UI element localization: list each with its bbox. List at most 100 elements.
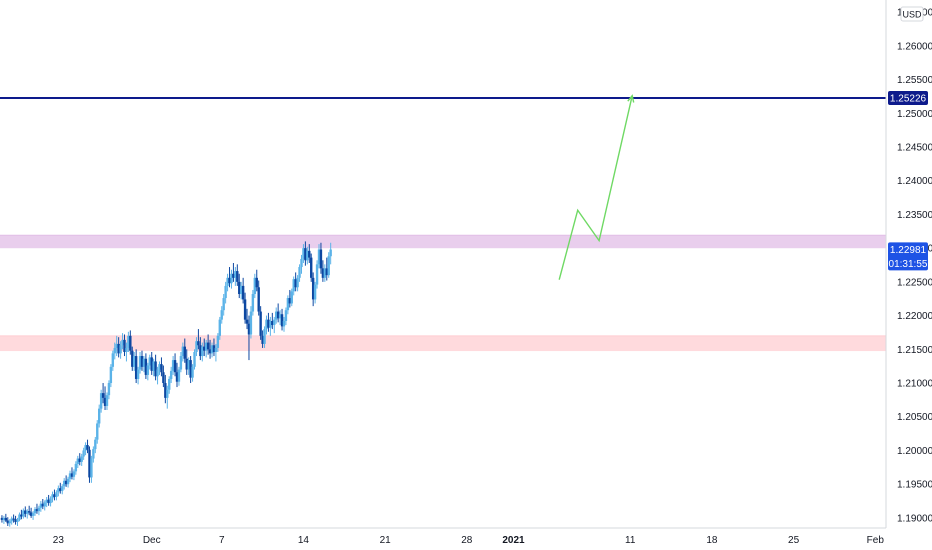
candle-body[interactable]	[109, 366, 113, 384]
candle-body[interactable]	[193, 352, 196, 367]
candle-body[interactable]	[70, 473, 74, 477]
candle-body[interactable]	[265, 319, 268, 330]
candle-body[interactable]	[37, 507, 41, 512]
candle-body[interactable]	[111, 353, 115, 367]
candle-body[interactable]	[304, 248, 307, 261]
candle-body[interactable]	[310, 257, 313, 278]
candle-body[interactable]	[175, 372, 179, 382]
candle-body[interactable]	[282, 320, 286, 327]
candle-body[interactable]	[241, 285, 245, 300]
candle-body[interactable]	[84, 445, 87, 451]
candle-body[interactable]	[152, 361, 155, 371]
candle-body[interactable]	[154, 361, 157, 377]
candle-body[interactable]	[18, 514, 21, 520]
candle-body[interactable]	[12, 518, 15, 520]
candle-body[interactable]	[271, 320, 274, 326]
candle-body[interactable]	[218, 319, 221, 336]
candle-body[interactable]	[53, 494, 56, 497]
candle-body[interactable]	[284, 310, 288, 321]
candle-body[interactable]	[144, 358, 148, 375]
candle-body[interactable]	[294, 279, 297, 288]
candle-body[interactable]	[239, 285, 243, 295]
candle-body[interactable]	[8, 521, 11, 524]
candle-body[interactable]	[249, 311, 253, 335]
candle-body[interactable]	[168, 378, 171, 390]
candle-body[interactable]	[169, 370, 173, 379]
candle-body[interactable]	[99, 393, 103, 409]
candle-body[interactable]	[220, 310, 223, 320]
candle-body[interactable]	[125, 347, 128, 352]
candle-body[interactable]	[74, 463, 78, 472]
candle-body[interactable]	[308, 250, 311, 258]
candle-body[interactable]	[88, 449, 91, 478]
currency-label[interactable]: USD	[900, 6, 924, 22]
support-zone[interactable]	[0, 335, 886, 352]
candle-body[interactable]	[230, 273, 233, 284]
candle-body[interactable]	[255, 277, 258, 288]
candle-body[interactable]	[35, 509, 39, 512]
candle-body[interactable]	[191, 366, 194, 378]
candle-body[interactable]	[156, 369, 159, 377]
candle-body[interactable]	[166, 389, 169, 398]
candle-body[interactable]	[57, 488, 60, 493]
candle-body[interactable]	[78, 458, 81, 462]
candle-body[interactable]	[243, 299, 247, 320]
candle-body[interactable]	[22, 510, 25, 517]
candle-body[interactable]	[197, 341, 200, 346]
candle-body[interactable]	[275, 311, 278, 320]
candle-body[interactable]	[27, 511, 31, 513]
candle-body[interactable]	[76, 458, 80, 464]
candle-body[interactable]	[92, 449, 95, 459]
candle-body[interactable]	[133, 356, 136, 367]
candle-body[interactable]	[195, 341, 198, 352]
candle-body[interactable]	[164, 383, 167, 398]
candle-body[interactable]	[298, 267, 301, 278]
candle-body[interactable]	[226, 277, 229, 286]
candle-body[interactable]	[146, 365, 150, 375]
candle-body[interactable]	[24, 510, 27, 514]
candle-body[interactable]	[51, 494, 54, 499]
candle-body[interactable]	[113, 347, 116, 354]
candle-body[interactable]	[290, 291, 293, 304]
candle-body[interactable]	[296, 277, 299, 288]
candle-body[interactable]	[273, 319, 276, 326]
candle-body[interactable]	[134, 356, 138, 379]
candle-body[interactable]	[313, 284, 317, 300]
candle-body[interactable]	[142, 358, 146, 367]
candle-body[interactable]	[2, 517, 6, 520]
candle-body[interactable]	[292, 279, 295, 292]
candle-body[interactable]	[136, 369, 140, 379]
price-axis[interactable]: 1.265001.260001.255001.250001.245001.240…	[897, 8, 932, 525]
candle-body[interactable]	[286, 298, 290, 311]
candle-body[interactable]	[148, 357, 151, 366]
candle-body[interactable]	[263, 329, 266, 344]
candle-body[interactable]	[39, 503, 43, 508]
candle-body[interactable]	[208, 349, 212, 354]
candle-body[interactable]	[257, 287, 260, 312]
candle-body[interactable]	[319, 249, 323, 269]
candle-body[interactable]	[20, 514, 23, 517]
candle-body[interactable]	[68, 473, 72, 479]
candle-body[interactable]	[162, 372, 165, 384]
candle-body[interactable]	[245, 319, 249, 324]
candle-body[interactable]	[288, 298, 292, 304]
candle-body[interactable]	[247, 323, 251, 335]
candle-body[interactable]	[203, 346, 206, 351]
candle-body[interactable]	[234, 271, 237, 278]
candle-body[interactable]	[259, 311, 262, 336]
candle-body[interactable]	[185, 358, 188, 370]
projection-path[interactable]	[558, 95, 633, 280]
candle-body[interactable]	[158, 364, 161, 370]
candle-body[interactable]	[251, 294, 255, 312]
candle-body[interactable]	[171, 360, 175, 371]
candle-body[interactable]	[117, 343, 120, 354]
candle-body[interactable]	[82, 450, 85, 457]
candle-body[interactable]	[179, 356, 183, 370]
candle-body[interactable]	[212, 345, 216, 352]
candle-body[interactable]	[86, 445, 89, 450]
candle-body[interactable]	[280, 314, 284, 327]
candle-body[interactable]	[129, 335, 132, 351]
candle-body[interactable]	[181, 346, 185, 357]
candle-body[interactable]	[45, 499, 48, 503]
